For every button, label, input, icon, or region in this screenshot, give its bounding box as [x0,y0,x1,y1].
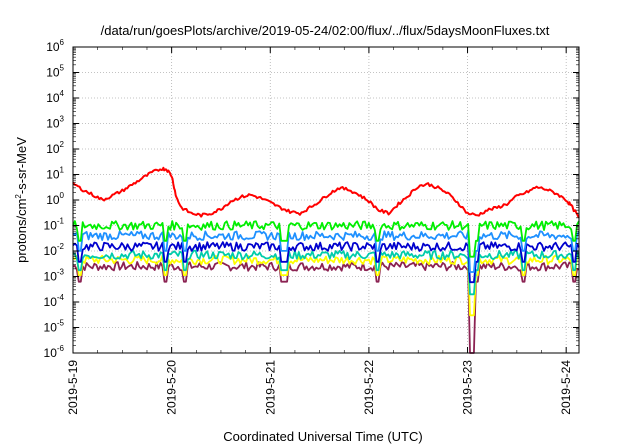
series-line [72,261,580,354]
series-layer [72,166,580,354]
x-tick-label: 2019-5-24 [559,360,573,415]
x-tick-label: 2019-5-22 [362,360,376,415]
series-line [72,220,580,258]
axis-ticks [72,46,579,354]
y-tick-label: 10-2 [44,242,65,258]
x-tick-label: 2019-5-20 [165,360,179,415]
y-tick-label: 10-5 [44,319,65,335]
chart-title: /data/run/goesPlots/archive/2019-05-24/0… [101,23,550,38]
series-line [72,241,580,284]
y-tick-label: 10-6 [44,344,65,360]
series-line [72,249,580,296]
y-tick-label: 106 [46,38,64,54]
y-tick-label: 105 [46,64,64,80]
y-tick-label: 102 [46,140,64,156]
y-tick-label: 101 [46,166,64,182]
y-axis-label: protons/cm2-s-sr-MeV [14,137,29,263]
x-tick-label: 2019-5-21 [263,360,277,415]
grid-lines [72,47,579,353]
y-tick-label: 10-4 [44,293,65,309]
y-tick-label: 10-3 [44,268,65,284]
y-tick-label: 103 [46,115,64,131]
x-tick-label: 2019-5-23 [461,360,475,415]
y-tick-labels: 10-6 10-5 10-4 10-3 10-2 10-1 100 101 102 103 104 1… [44,38,65,360]
series-line [72,230,580,273]
y-tick-label: 10-1 [44,217,65,233]
series-line [72,166,580,219]
x-tick-label: 2019-5-19 [66,360,80,415]
x-axis-label: Coordinated Universal Time (UTC) [223,429,422,444]
x-tick-labels: 2019-5-19 2019-5-20 2019-5-21 2019-5-22 2019… [66,360,573,415]
y-tick-label: 104 [46,89,64,105]
y-tick-label: 100 [46,191,64,207]
